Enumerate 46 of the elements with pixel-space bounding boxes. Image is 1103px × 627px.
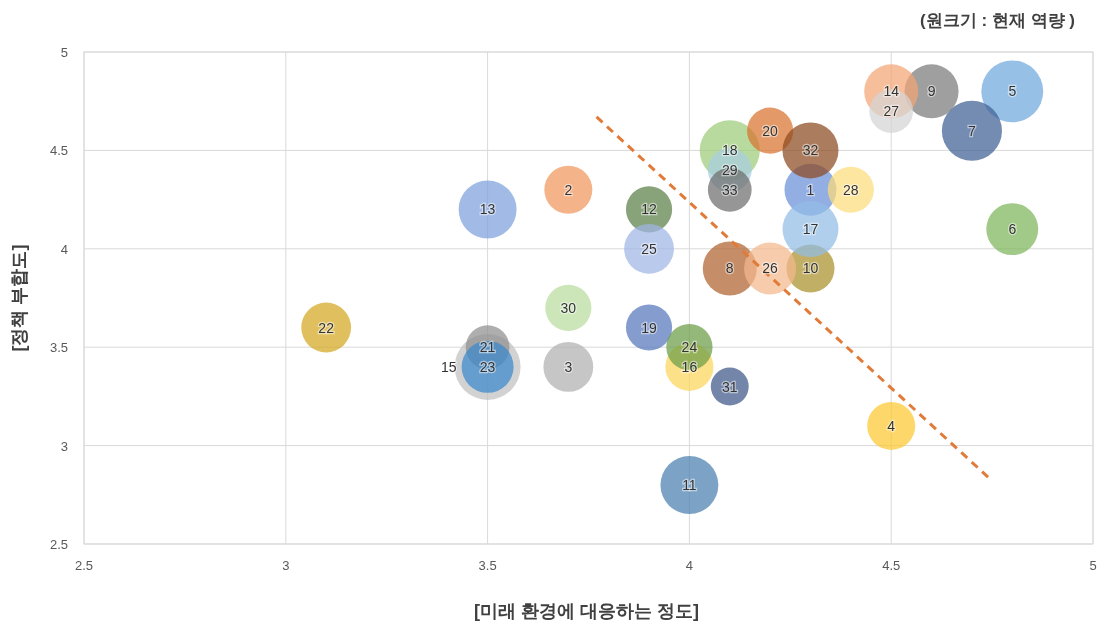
series-label: 12: [641, 201, 658, 218]
series-label: 28: [843, 181, 859, 198]
x-tick-label: 4: [685, 558, 694, 573]
series-label: 2: [564, 181, 573, 198]
series-label: 9: [927, 83, 936, 100]
y-axis-title: [정책 부합도]: [9, 244, 29, 352]
series-label: 19: [641, 319, 658, 336]
series-label: 22: [318, 319, 335, 336]
series-label: 14: [883, 83, 900, 100]
x-tick-label: 4.5: [882, 558, 901, 573]
series-label: 33: [721, 181, 738, 198]
y-tick-label: 2.5: [49, 537, 68, 552]
series-label: 26: [762, 260, 779, 277]
y-tick-label: 3: [60, 438, 68, 454]
x-tick-label: 2.5: [74, 558, 94, 573]
x-axis-title: [미래 환경에 대응하는 정도]: [474, 601, 699, 621]
y-tick-label: 4.5: [49, 143, 68, 159]
series-label: 17: [802, 221, 819, 238]
series-label: 1: [806, 181, 815, 198]
series-label: 7: [968, 122, 977, 139]
series-label: 10: [802, 260, 819, 277]
series-label: 20: [762, 122, 779, 139]
series-label: 24: [681, 339, 698, 356]
series-label: 31: [721, 378, 738, 395]
series-label: 32: [802, 142, 819, 159]
series-label: 11: [682, 476, 697, 493]
series-label: 4: [887, 417, 896, 434]
y-tick-label: 5: [60, 45, 68, 60]
series-label: 30: [560, 299, 577, 316]
series-label: 25: [641, 240, 658, 257]
y-tick-label: 4: [60, 241, 68, 257]
series-label: 8: [725, 260, 734, 277]
series-label: 15: [441, 358, 457, 375]
series-label: 3: [564, 358, 573, 375]
series-label: 27: [883, 103, 900, 120]
series-label: 23: [479, 358, 496, 375]
x-tick-label: 5: [1089, 558, 1097, 573]
series-label: 21: [479, 339, 496, 356]
series-label: 6: [1008, 221, 1017, 238]
text: (원크기 : 현재 역량 ): [920, 11, 1075, 30]
series-label: 18: [721, 142, 738, 159]
x-tick-label: 3.5: [478, 558, 497, 573]
x-tick-label: 3: [282, 558, 290, 573]
series-label: 5: [1008, 83, 1017, 100]
y-tick-label: 3.5: [49, 340, 68, 356]
series-label: 13: [479, 201, 496, 218]
